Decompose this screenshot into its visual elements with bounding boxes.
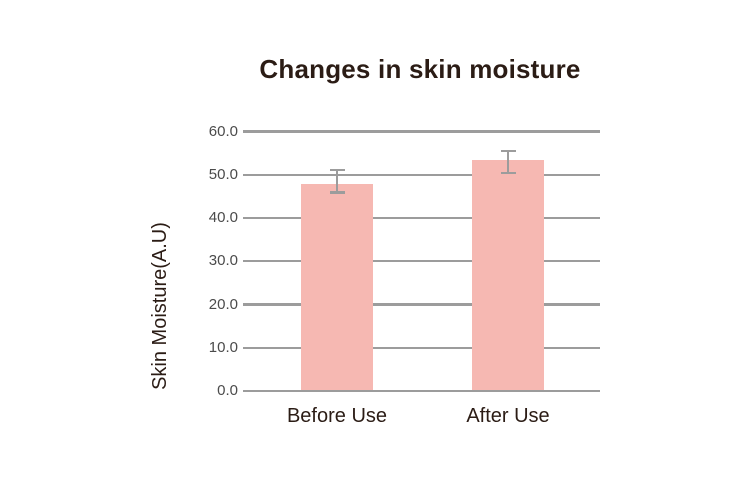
bar-after-use <box>472 160 544 391</box>
error-bar <box>335 169 339 193</box>
chart-title: Changes in skin moisture <box>259 54 581 84</box>
bar-before-use <box>301 183 373 391</box>
error-bar <box>506 150 510 173</box>
y-tick-label: 20.0 <box>208 295 238 313</box>
gridline <box>243 346 600 349</box>
gridline <box>243 173 600 176</box>
x-tick-label: After Use <box>466 405 550 427</box>
y-tick-label: 30.0 <box>208 252 238 270</box>
y-tick-label: 10.0 <box>208 338 238 356</box>
y-tick-label: 0.0 <box>217 382 238 399</box>
error-bar-cap <box>500 171 516 175</box>
error-bar-cap <box>329 191 345 194</box>
x-tick-label: Before Use <box>286 405 388 427</box>
y-tick-label: 60.0 <box>208 122 238 140</box>
gridline <box>243 216 600 220</box>
gridline <box>243 303 600 306</box>
gridline <box>243 130 600 133</box>
y-tick-label: 50.0 <box>208 165 238 183</box>
error-bar-cap <box>500 149 516 153</box>
y-tick-label: 40.0 <box>208 209 238 226</box>
error-bar-cap <box>329 168 345 172</box>
x-axis-line <box>243 389 600 393</box>
gridline <box>243 260 600 263</box>
